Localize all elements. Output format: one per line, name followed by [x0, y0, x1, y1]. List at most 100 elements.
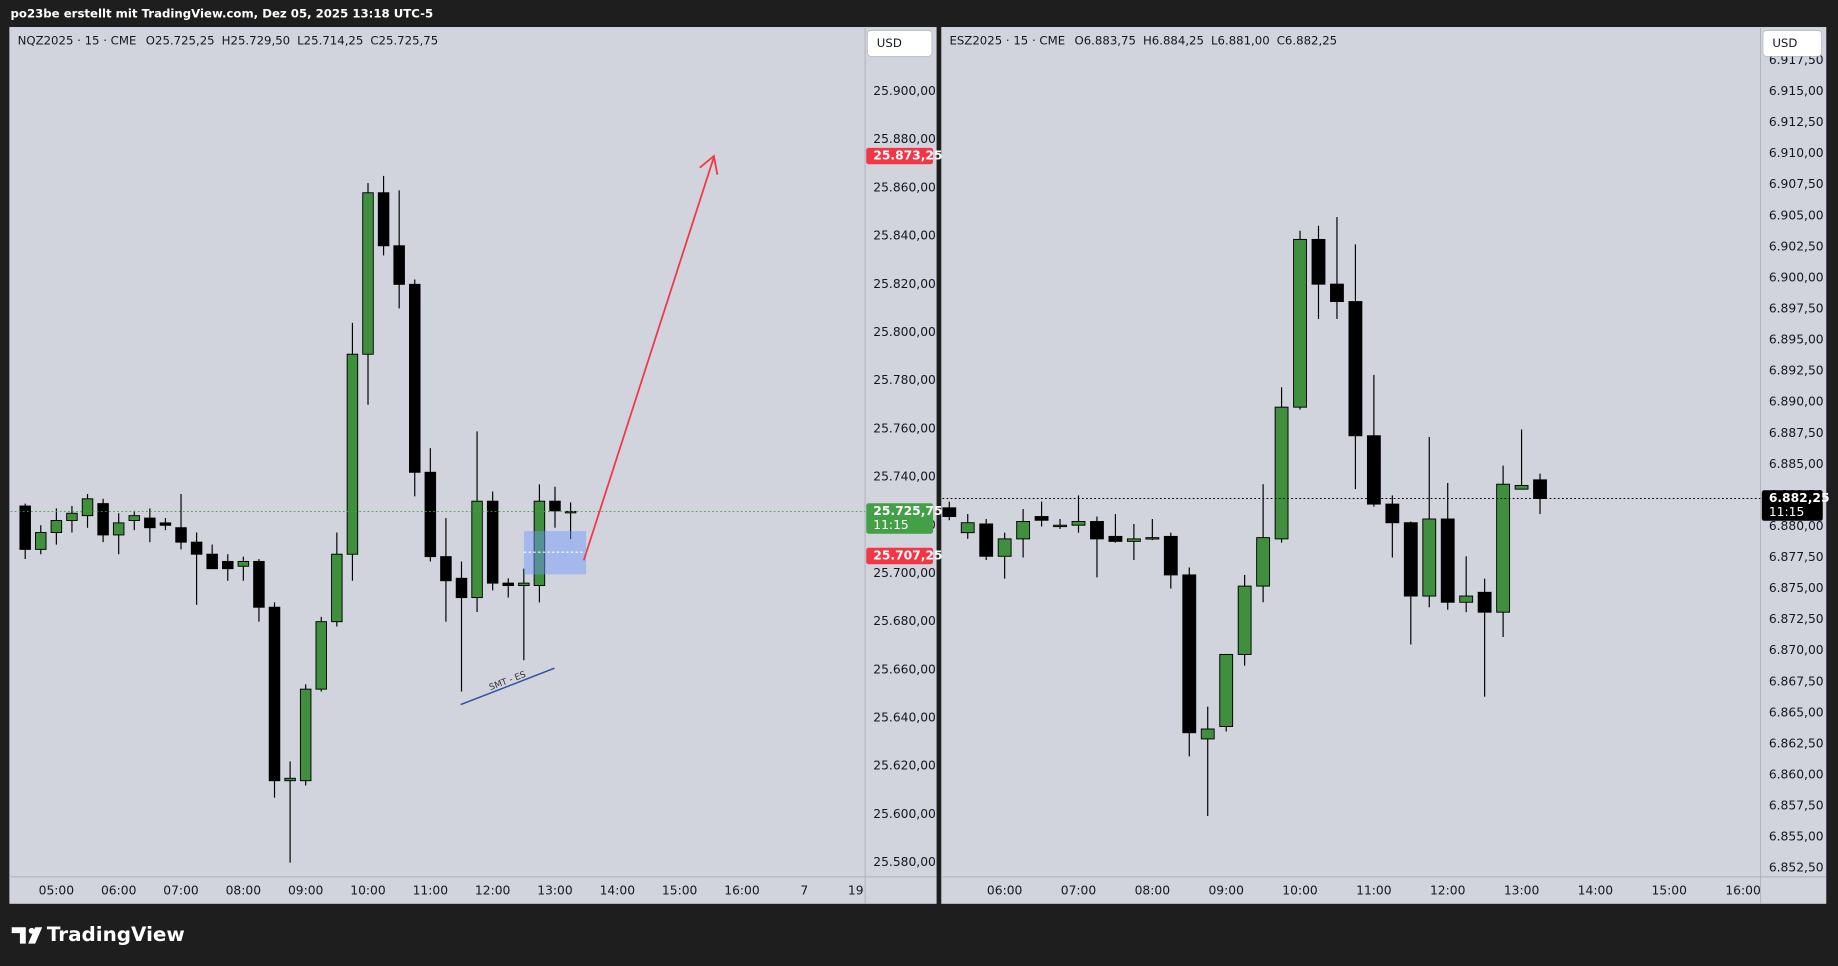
- y-tick-label: 6.887,50: [1769, 426, 1824, 440]
- y-tick-label: 6.872,50: [1769, 612, 1824, 626]
- x-tick-label: 11:00: [413, 883, 448, 897]
- symbol-title: NQZ2025 · 15 · CME: [18, 34, 137, 48]
- y-tick-label: 6.910,00: [1769, 146, 1824, 160]
- candle-body: [1200, 728, 1215, 740]
- candle-body: [206, 553, 218, 570]
- y-tick-label: 25.600,00: [873, 807, 936, 821]
- ohlc-label: H6.884,25: [1143, 34, 1204, 48]
- price-tag-sublabel: 11:15: [873, 518, 908, 532]
- x-tick-label: 07:00: [1061, 883, 1096, 897]
- x-tick-label: 13:00: [1504, 883, 1539, 897]
- y-tick-label: 25.760,00: [873, 421, 936, 435]
- ohlc-label: C25.725,75: [370, 34, 438, 48]
- y-tick-label: 6.895,00: [1769, 333, 1824, 347]
- candle-body: [253, 560, 265, 608]
- y-tick-label: 6.912,50: [1769, 115, 1824, 129]
- x-tick-label: 12:00: [1430, 883, 1465, 897]
- y-tick-label: 25.840,00: [873, 229, 936, 243]
- currency-label: USD: [1772, 36, 1797, 50]
- symbol-title: ESZ2025 · 15 · CME: [949, 34, 1065, 48]
- y-tick-label: 25.900,00: [873, 84, 936, 98]
- price-tag-label: 25.725,75: [873, 504, 942, 518]
- x-tick-label: 7: [800, 883, 808, 897]
- candle-body: [222, 560, 234, 570]
- smt-line: [460, 667, 555, 706]
- plot-right: [942, 217, 1761, 816]
- candle-body: [1366, 435, 1381, 505]
- candle-body: [518, 582, 530, 587]
- candle-body: [533, 500, 546, 587]
- candle-body: [960, 522, 975, 534]
- candle-body: [1126, 538, 1141, 542]
- x-tick-label: 05:00: [39, 883, 74, 897]
- candle-body: [284, 777, 296, 782]
- candle-body: [237, 560, 250, 567]
- price-tag-label: 25.873,25: [873, 149, 942, 163]
- candle-body: [97, 503, 109, 536]
- candle-body: [1403, 522, 1418, 597]
- y-tick-label: 6.900,00: [1769, 270, 1824, 284]
- ohlc-label: L6.881,00: [1211, 34, 1270, 48]
- x-tick-label: 07:00: [163, 883, 198, 897]
- y-tick-label: 6.855,00: [1769, 830, 1824, 844]
- candle-body: [1145, 537, 1160, 540]
- y-tick-label: 25.640,00: [873, 711, 936, 725]
- x-tick-label: 12:00: [475, 883, 510, 897]
- y-tick-label: 6.860,00: [1769, 767, 1824, 781]
- y-tick-label: 25.800,00: [873, 325, 936, 339]
- y-tick-label: 6.875,00: [1769, 581, 1824, 595]
- arrow-head: [699, 154, 719, 175]
- x-tick-label: 15:00: [662, 883, 697, 897]
- x-tick-label: 08:00: [226, 883, 261, 897]
- candle-body: [1385, 503, 1400, 524]
- brand-logo: TradingView: [11, 923, 185, 946]
- candle-body: [1293, 238, 1307, 408]
- candle-body: [1053, 524, 1067, 528]
- candle-body: [19, 505, 31, 550]
- candle-body: [424, 471, 437, 558]
- x-tick-label: 09:00: [288, 883, 323, 897]
- x-tick-label: 08:00: [1135, 883, 1170, 897]
- panel-right: [941, 27, 1827, 904]
- candle-body: [1514, 484, 1529, 490]
- candle-body: [1016, 521, 1031, 540]
- candle-body: [1459, 595, 1474, 603]
- y-tick-label: 25.700,00: [873, 566, 936, 580]
- y-tick-label: 6.897,50: [1769, 302, 1824, 316]
- ohlc-label: O25.725,25: [146, 34, 215, 48]
- price-tag-sublabel: 11:15: [1769, 505, 1804, 519]
- y-tick-label: 6.852,50: [1769, 861, 1824, 875]
- candle-body: [346, 353, 359, 555]
- candle-body: [502, 582, 514, 587]
- price-tag-label: 25.707,25: [873, 549, 942, 563]
- y-tick-label: 6.907,50: [1769, 177, 1824, 191]
- ohlc-label: H25.729,50: [222, 34, 290, 48]
- candle-body: [299, 688, 312, 782]
- candle-body: [409, 283, 421, 473]
- y-tick-label: 6.915,00: [1769, 84, 1824, 98]
- candle-body: [1090, 521, 1104, 540]
- y-tick-label: 6.857,50: [1769, 799, 1824, 813]
- candle-body: [1348, 301, 1363, 437]
- candle-body: [1311, 238, 1326, 285]
- candle-body: [471, 500, 483, 599]
- x-tick-label: 19: [848, 883, 864, 897]
- candle-body: [35, 532, 47, 550]
- candle-body: [362, 192, 374, 355]
- y-tick-label: 6.902,50: [1769, 239, 1824, 253]
- candle-body: [331, 553, 343, 623]
- candle-body: [377, 192, 390, 247]
- price-tag: [1761, 490, 1823, 521]
- panel-left: [9, 27, 937, 904]
- candle-body: [66, 512, 78, 521]
- x-tick-label: 10:00: [1282, 883, 1317, 897]
- candle-body: [979, 523, 994, 557]
- y-tick-label: 6.885,00: [1769, 457, 1824, 471]
- x-tick-label: 09:00: [1208, 883, 1243, 897]
- plot-left: [10, 175, 866, 863]
- y-tick-label: 25.680,00: [873, 614, 936, 628]
- x-tick-label: 16:00: [724, 883, 759, 897]
- candle-body: [942, 507, 957, 517]
- ohlc-label: O6.883,75: [1075, 34, 1136, 48]
- y-tick-label: 25.780,00: [873, 373, 936, 387]
